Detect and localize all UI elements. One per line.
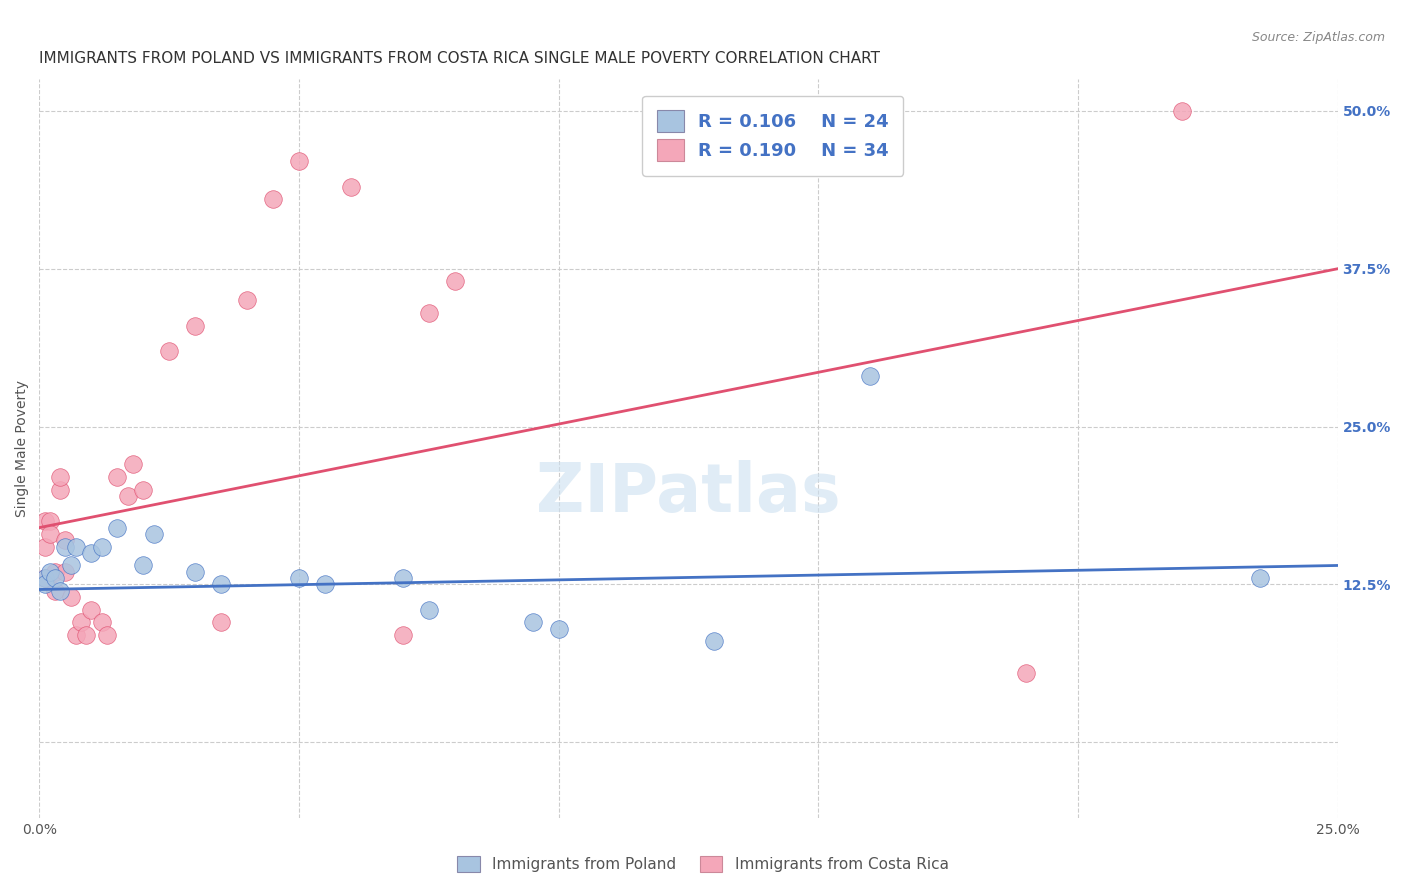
Point: [44, 565, 66, 579]
Point: [392, 628, 415, 642]
Text: ZIPatlas: ZIPatlas: [536, 460, 841, 526]
Point: [49, 483, 72, 497]
Point: [55, 533, 77, 548]
Point: [117, 489, 139, 503]
Point: [157, 343, 180, 358]
Point: [70, 615, 93, 630]
Point: [49, 470, 72, 484]
Point: [38, 527, 60, 541]
Point: [55, 565, 77, 579]
Point: [184, 318, 207, 333]
Point: [703, 634, 725, 648]
Point: [184, 565, 207, 579]
Point: [90, 615, 112, 630]
Y-axis label: Single Male Poverty: Single Male Poverty: [15, 380, 30, 517]
Point: [55, 540, 77, 554]
Point: [547, 622, 569, 636]
Point: [65, 628, 87, 642]
Point: [105, 520, 128, 534]
Point: [34, 514, 56, 528]
Point: [75, 628, 97, 642]
Point: [80, 546, 103, 560]
Point: [59, 590, 82, 604]
Point: [1015, 665, 1038, 680]
Point: [209, 615, 232, 630]
Point: [105, 470, 128, 484]
Point: [96, 628, 118, 642]
Point: [142, 527, 165, 541]
Point: [392, 571, 415, 585]
Point: [34, 571, 56, 585]
Point: [418, 602, 440, 616]
Point: [34, 571, 56, 585]
Point: [314, 577, 336, 591]
Point: [522, 615, 544, 630]
Point: [65, 540, 87, 554]
Point: [38, 514, 60, 528]
Point: [38, 565, 60, 579]
Point: [340, 179, 363, 194]
Point: [122, 458, 145, 472]
Point: [59, 558, 82, 573]
Text: Source: ZipAtlas.com: Source: ZipAtlas.com: [1251, 31, 1385, 45]
Point: [90, 540, 112, 554]
Point: [418, 306, 440, 320]
Point: [262, 192, 284, 206]
Point: [288, 571, 311, 585]
Point: [1249, 571, 1271, 585]
Point: [132, 483, 155, 497]
Point: [859, 369, 882, 384]
Point: [132, 558, 155, 573]
Point: [34, 577, 56, 591]
Point: [209, 577, 232, 591]
Point: [288, 154, 311, 169]
Point: [44, 571, 66, 585]
Legend: Immigrants from Poland, Immigrants from Costa Rica: Immigrants from Poland, Immigrants from …: [450, 848, 956, 880]
Point: [34, 540, 56, 554]
Legend: R = 0.106    N = 24, R = 0.190    N = 34: R = 0.106 N = 24, R = 0.190 N = 34: [643, 95, 904, 176]
Text: IMMIGRANTS FROM POLAND VS IMMIGRANTS FROM COSTA RICA SINGLE MALE POVERTY CORRELA: IMMIGRANTS FROM POLAND VS IMMIGRANTS FRO…: [39, 51, 880, 66]
Point: [236, 293, 259, 308]
Point: [49, 583, 72, 598]
Point: [80, 602, 103, 616]
Point: [1171, 103, 1194, 118]
Point: [444, 274, 467, 288]
Point: [44, 583, 66, 598]
